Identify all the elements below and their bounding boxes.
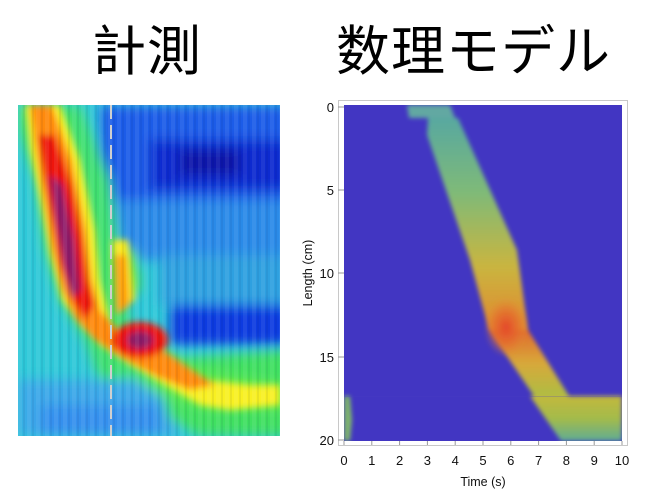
y-tick: 20: [320, 433, 334, 448]
y-tick: 10: [320, 266, 334, 281]
x-tick: 1: [368, 453, 375, 468]
model-title: 数理モデル: [336, 20, 611, 83]
measurement-heatmap: [18, 105, 280, 436]
y-tick: 0: [327, 100, 334, 115]
y-axis-title: Length (cm): [301, 240, 315, 307]
x-tick: 10: [615, 453, 629, 468]
y-axis: [338, 106, 344, 441]
x-tick: 2: [396, 453, 403, 468]
x-tick: 5: [479, 453, 486, 468]
x-tick: 4: [452, 453, 459, 468]
x-tick: 6: [507, 453, 514, 468]
model-chart: 0 1 2 3 4 5 6 7 8 9 10 0 5 10 15 20 Time…: [301, 100, 629, 489]
y-tick: 5: [327, 183, 334, 198]
x-axis: [343, 441, 623, 445]
y-tick: 15: [320, 350, 334, 365]
x-tick: 0: [340, 453, 347, 468]
x-tick: 8: [563, 453, 570, 468]
x-tick: 3: [424, 453, 431, 468]
x-axis-title: Time (s): [460, 475, 505, 489]
x-tick: 7: [535, 453, 542, 468]
y-tick-labels: 0 5 10 15 20: [320, 100, 334, 448]
x-tick-labels: 0 1 2 3 4 5 6 7 8 9 10: [340, 453, 629, 468]
x-tick: 9: [591, 453, 598, 468]
model-heatmap: [344, 105, 622, 441]
measurement-title: 計測: [92, 20, 202, 83]
